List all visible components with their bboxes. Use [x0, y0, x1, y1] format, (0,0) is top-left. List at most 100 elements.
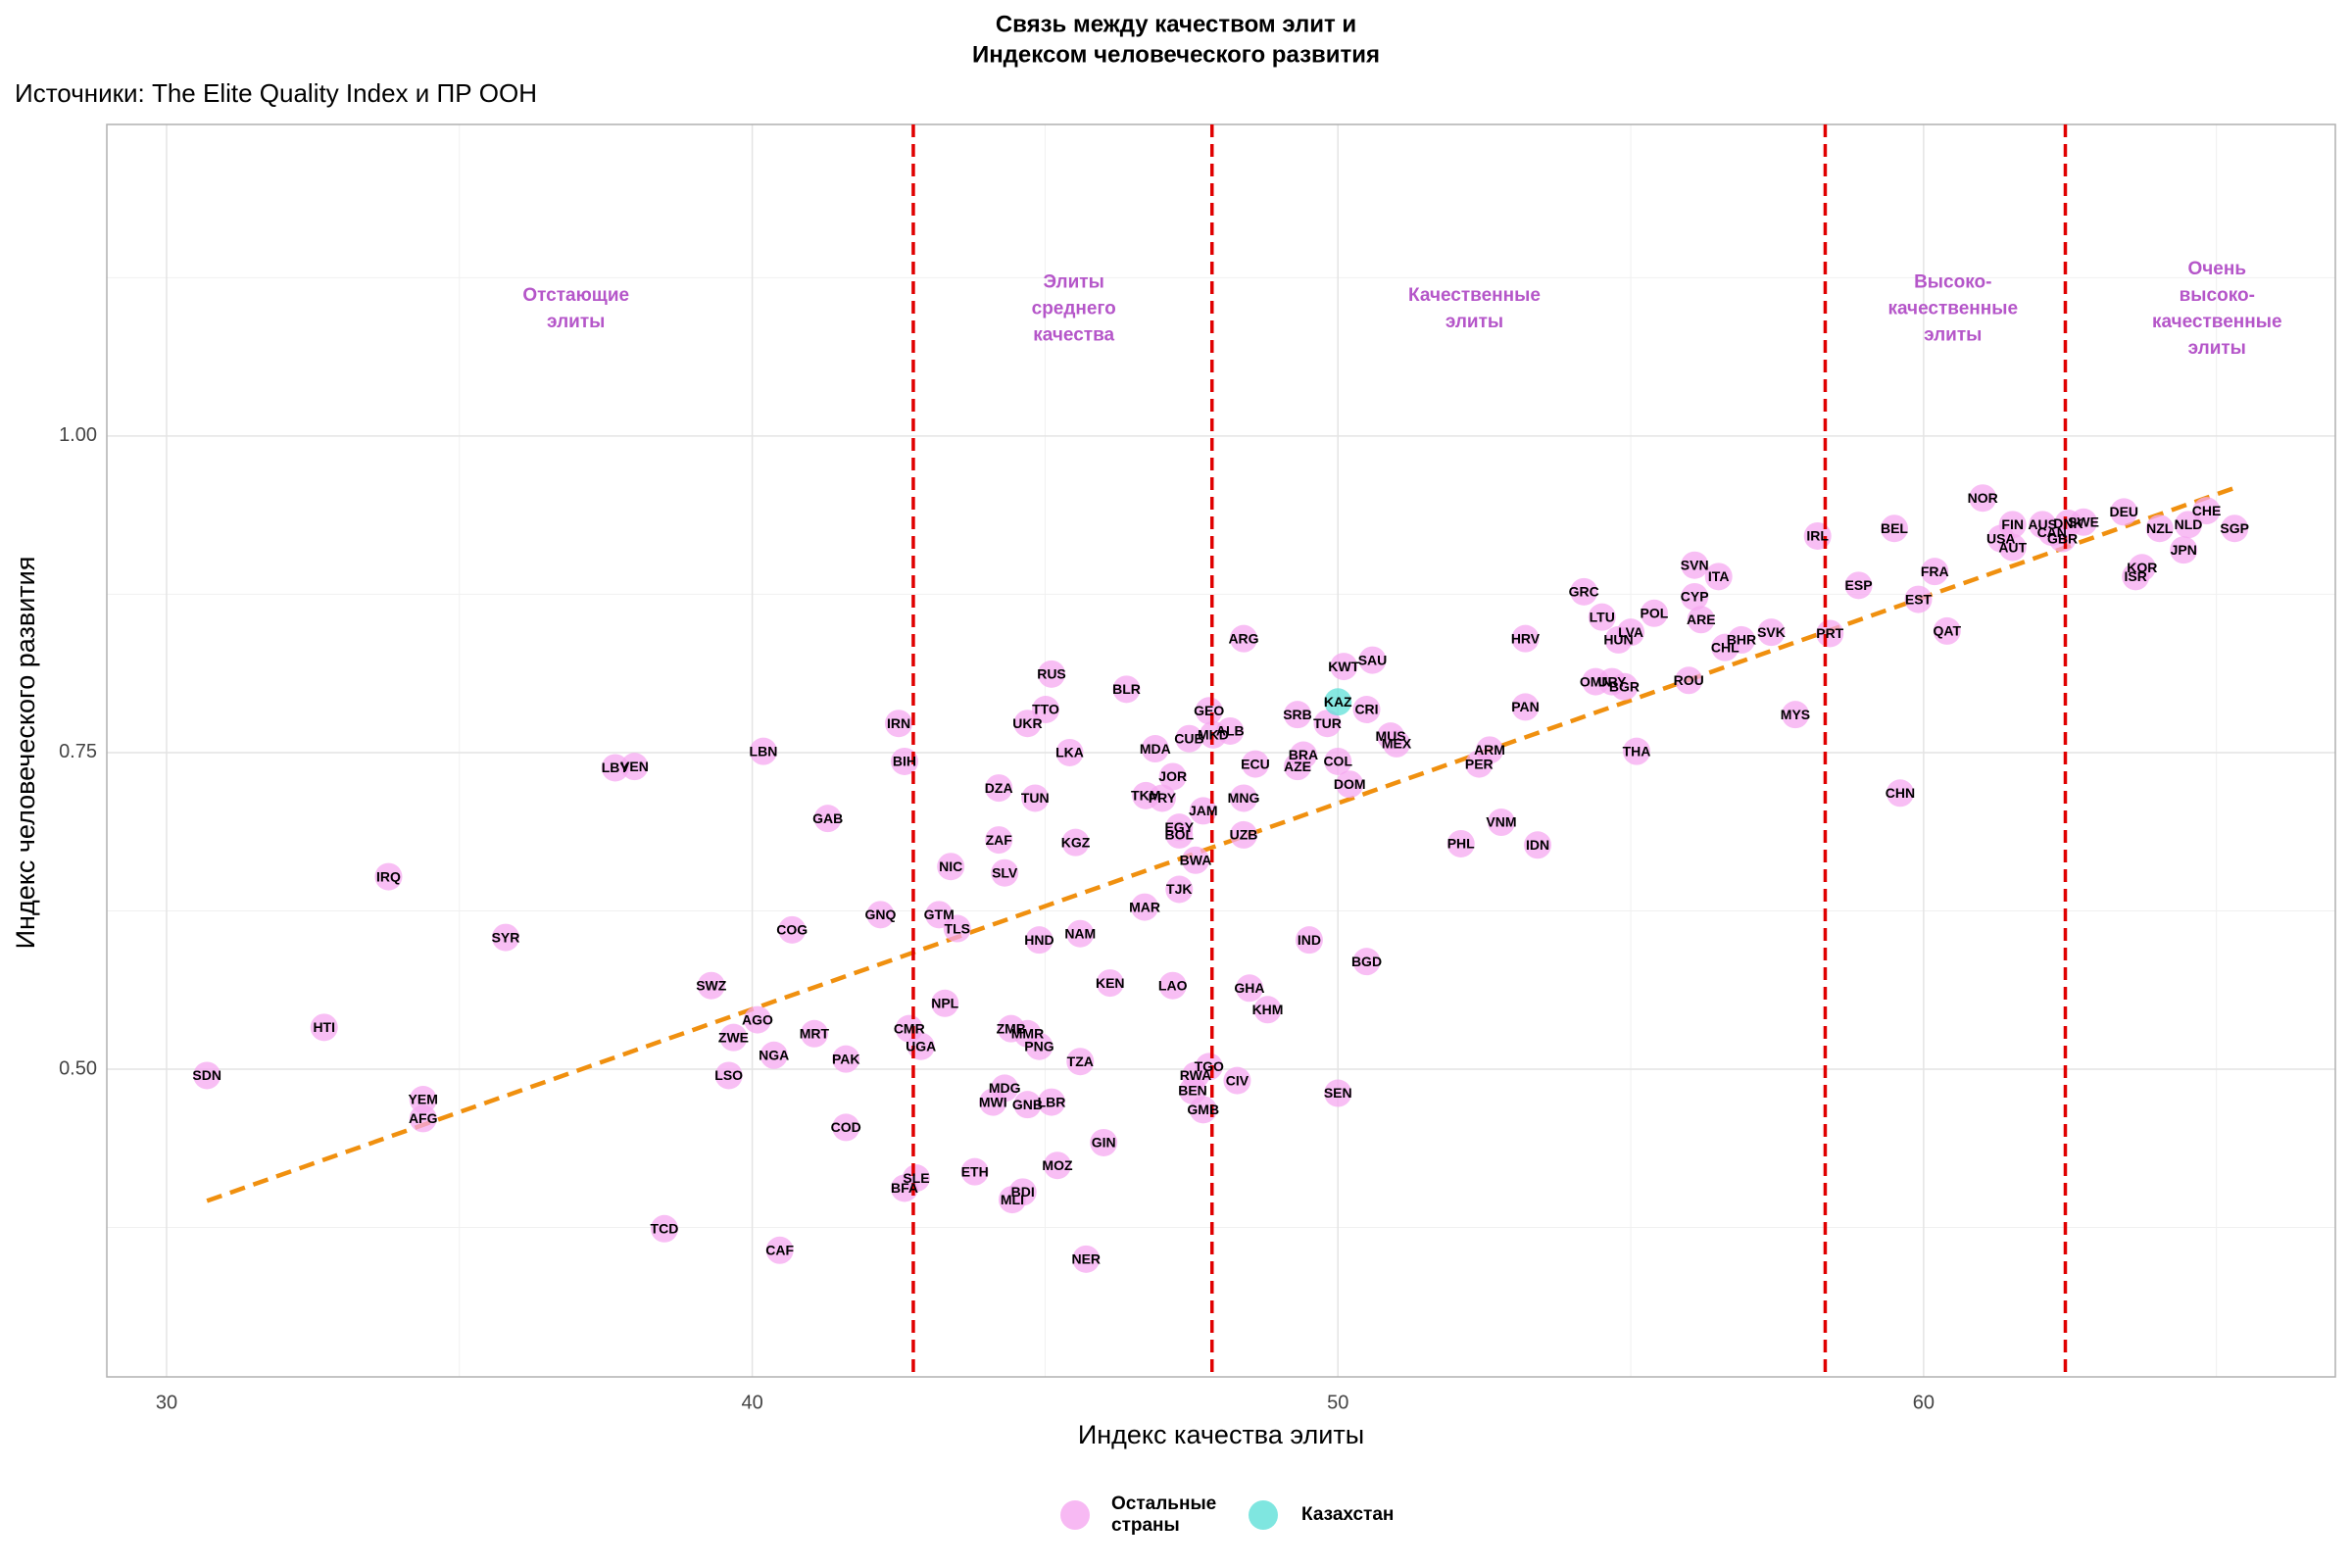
point [1352, 948, 1381, 976]
point-label: PRY [1149, 790, 1177, 806]
point-label: SDN [192, 1067, 221, 1083]
point-label: PRT [1816, 625, 1843, 641]
point-label: CAN [2037, 524, 2067, 540]
point [714, 1061, 743, 1090]
point-label: MEX [1382, 736, 1412, 752]
point-label: MMR [1011, 1026, 1044, 1042]
point [1055, 738, 1084, 766]
point [1066, 1048, 1095, 1076]
point [1283, 701, 1311, 729]
annotation: элиты [547, 312, 605, 332]
point [2122, 563, 2150, 591]
point-label: ARE [1687, 612, 1716, 627]
point-label: CRI [1354, 702, 1378, 717]
point [491, 923, 519, 952]
point-label: ROU [1674, 672, 1704, 688]
point-label: GIN [1092, 1135, 1116, 1151]
annotation: элиты [1924, 325, 1982, 346]
point-label: TLS [945, 920, 970, 936]
point-label: LBY [602, 760, 630, 775]
point [1511, 624, 1540, 653]
point-label: MDG [989, 1080, 1021, 1096]
point-label: SYR [492, 929, 520, 945]
point-label: CIV [1226, 1072, 1250, 1088]
point-label: PAN [1511, 699, 1540, 714]
x-tick-label: 40 [741, 1392, 762, 1413]
point [1158, 971, 1187, 1000]
point-label: TKM [1131, 788, 1160, 804]
point [1324, 688, 1352, 716]
point [2174, 511, 2202, 539]
point [1610, 672, 1639, 701]
point [1195, 697, 1223, 725]
point [1998, 533, 2027, 562]
y-tick-label: 1.00 [59, 424, 97, 446]
point-label: PER [1465, 756, 1494, 771]
point [650, 1214, 678, 1243]
point-label: COD [831, 1119, 861, 1135]
point [374, 862, 403, 891]
point [1037, 660, 1065, 688]
point [1844, 571, 1873, 600]
point-label: GNQ [865, 906, 897, 922]
point [1336, 770, 1364, 799]
point-label: LAO [1158, 977, 1188, 993]
point [1904, 585, 1933, 613]
point-label: LBN [750, 743, 778, 759]
point-label: COL [1323, 754, 1352, 769]
point-label: NIC [939, 858, 962, 874]
point-label: UKR [1012, 715, 1042, 731]
point [2221, 514, 2249, 543]
point-label: BEL [1881, 520, 1908, 536]
point-label: DNK [2053, 515, 2082, 531]
point-label: VNM [1486, 814, 1516, 830]
point-label: UGA [906, 1038, 936, 1054]
point-label: CHN [1886, 785, 1915, 801]
point-label: AZE [1284, 759, 1311, 774]
point-label: FIN [2001, 516, 2024, 532]
point-label: KEN [1096, 975, 1125, 991]
point [1253, 996, 1282, 1024]
point-label: MYS [1781, 707, 1810, 722]
point [1623, 737, 1651, 765]
point [1324, 1079, 1352, 1107]
point-label: AFG [409, 1110, 438, 1126]
point-label: NOR [1968, 490, 1998, 506]
chart-title: Связь между качеством элит и [996, 11, 1356, 37]
point-label: NAM [1064, 925, 1096, 941]
point-label: SWZ [696, 977, 727, 993]
point [1617, 618, 1645, 647]
point-label: ALB [1216, 723, 1245, 739]
point-label: KHM [1252, 1002, 1284, 1017]
point-label: CMR [894, 1020, 925, 1036]
point-label: OMN [1580, 673, 1612, 689]
point [1235, 974, 1263, 1003]
point [765, 1236, 794, 1264]
point [943, 914, 971, 943]
point-label: TUN [1021, 790, 1050, 806]
point [1704, 563, 1733, 591]
point-label: SLE [903, 1170, 929, 1186]
point [1886, 779, 1914, 808]
point [2048, 524, 2077, 553]
point [1090, 1128, 1118, 1156]
point [2170, 536, 2198, 564]
point [1358, 646, 1387, 674]
point [1330, 653, 1358, 681]
point-label: IRN [887, 715, 910, 731]
point [866, 901, 895, 929]
point [760, 1041, 788, 1069]
annotation: Отстающие [522, 285, 629, 306]
point-label: CAF [765, 1242, 794, 1257]
point-label: BHR [1727, 632, 1756, 648]
point [1295, 926, 1323, 955]
point [991, 858, 1019, 887]
point-label: ZAF [986, 832, 1013, 848]
point [1032, 696, 1060, 724]
point [1283, 753, 1311, 781]
point [719, 1023, 748, 1052]
point [1465, 750, 1494, 778]
point [937, 853, 965, 881]
plot-border [106, 123, 2336, 1378]
